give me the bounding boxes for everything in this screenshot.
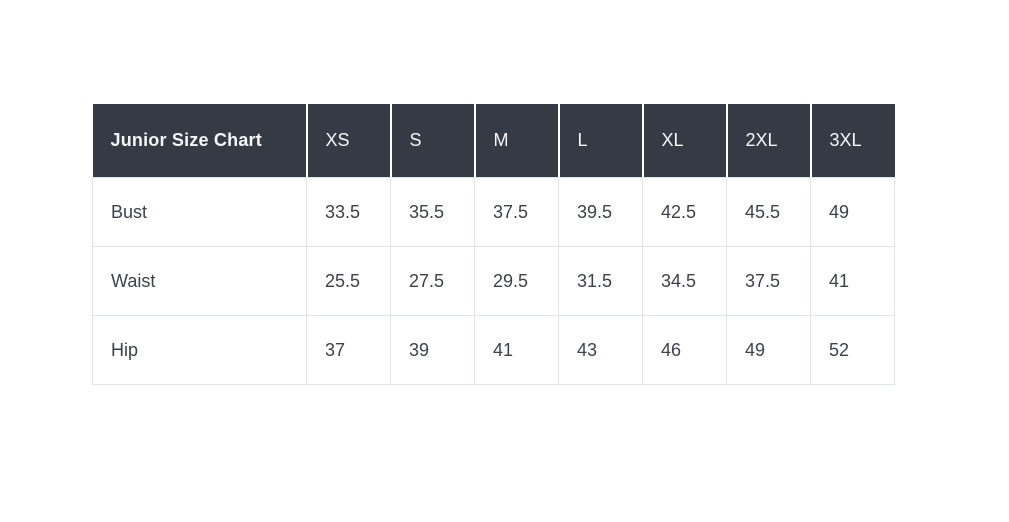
size-chart-body: Bust 33.5 35.5 37.5 39.5 42.5 45.5 49 Waist 25.5 2… [92, 177, 895, 385]
size-column-header: 3XL [809, 104, 895, 178]
size-value-cell: 35.5 [390, 177, 475, 247]
size-value-cell: 52 [810, 315, 895, 385]
size-value-cell: 31.5 [558, 246, 643, 316]
size-chart-header: Junior Size Chart XS S M L XL 2XL 3XL [92, 104, 895, 178]
measurement-label: Bust [92, 177, 307, 247]
size-value-cell: 43 [558, 315, 643, 385]
size-value-cell: 37.5 [726, 246, 811, 316]
header-row: Junior Size Chart XS S M L XL 2XL 3XL [92, 104, 895, 178]
measurement-label: Hip [92, 315, 307, 385]
size-value-cell: 45.5 [726, 177, 811, 247]
size-column-header: 2XL [725, 104, 812, 178]
size-value-cell: 37.5 [474, 177, 559, 247]
size-column-header: XL [641, 104, 728, 178]
size-value-cell: 42.5 [642, 177, 727, 247]
table-row: Waist 25.5 27.5 29.5 31.5 34.5 37.5 41 [92, 246, 895, 316]
size-value-cell: 41 [810, 246, 895, 316]
size-value-cell: 46 [642, 315, 727, 385]
size-value-cell: 49 [726, 315, 811, 385]
size-value-cell: 41 [474, 315, 559, 385]
size-value-cell: 34.5 [642, 246, 727, 316]
table-row: Bust 33.5 35.5 37.5 39.5 42.5 45.5 49 [92, 177, 895, 247]
measurement-label: Waist [92, 246, 307, 316]
size-column-header: L [557, 104, 644, 178]
size-value-cell: 49 [810, 177, 895, 247]
size-column-header: XS [305, 104, 392, 178]
size-value-cell: 29.5 [474, 246, 559, 316]
size-column-header: S [389, 104, 476, 178]
size-value-cell: 27.5 [390, 246, 475, 316]
size-chart-container: Junior Size Chart XS S M L XL 2XL 3XL Bust 33.5… [92, 104, 895, 385]
size-value-cell: 37 [306, 315, 391, 385]
table-title-cell: Junior Size Chart [92, 104, 308, 178]
junior-size-chart-table: Junior Size Chart XS S M L XL 2XL 3XL Bust 33.5… [92, 104, 895, 385]
size-value-cell: 25.5 [306, 246, 391, 316]
table-row: Hip 37 39 41 43 46 49 52 [92, 315, 895, 385]
size-value-cell: 33.5 [306, 177, 391, 247]
size-value-cell: 39 [390, 315, 475, 385]
size-value-cell: 39.5 [558, 177, 643, 247]
size-column-header: M [473, 104, 560, 178]
